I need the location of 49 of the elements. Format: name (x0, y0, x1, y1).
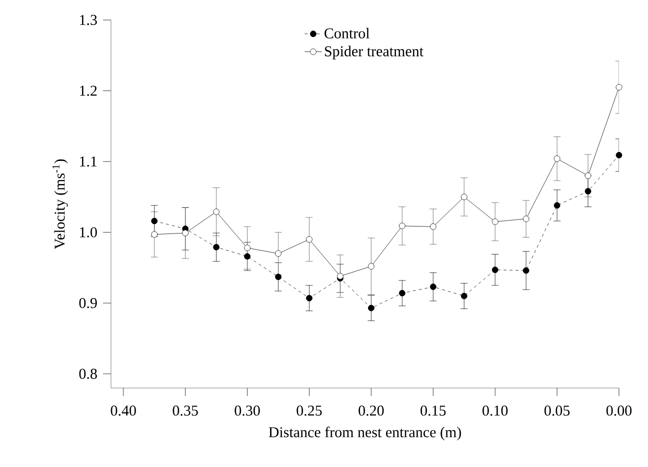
point (398, 290, 406, 296)
point (554, 156, 560, 162)
point (151, 231, 158, 238)
x-axis-title: Distance from nest entrance (m) (268, 426, 461, 440)
y-tick-label: 1.1 (80, 156, 97, 167)
point (584, 188, 592, 194)
point (244, 244, 250, 252)
point (213, 244, 220, 250)
point (460, 292, 468, 300)
x-tick-label: 0.00 (606, 406, 632, 416)
point (368, 263, 374, 270)
x-tick-label: 0.40 (110, 406, 136, 416)
point (616, 84, 622, 90)
x-tick-label: 0.20 (358, 406, 384, 416)
point (398, 222, 406, 230)
point (522, 267, 530, 274)
point (522, 216, 530, 222)
x-tick-label: 0.30 (234, 406, 260, 416)
point (244, 253, 250, 260)
point (213, 208, 220, 215)
y-axis-title: Velocity (ms$^{-1}$) (52, 159, 68, 250)
x-tick-label: 0.05 (544, 406, 570, 416)
x-tick-label: 0.35 (172, 406, 198, 416)
legend-label: Spider treatment (324, 46, 424, 60)
point (337, 272, 344, 280)
point (368, 304, 374, 312)
y-tick-label: 1.2 (80, 86, 97, 96)
y-tick-label: 1.0 (80, 227, 97, 238)
point (492, 218, 498, 225)
x-tick-label: 0.15 (420, 406, 446, 416)
point (460, 194, 468, 200)
legend-label: Control (324, 28, 370, 38)
y-tick-label: 0.9 (79, 298, 97, 308)
point (584, 172, 592, 179)
y-tick-label: 1.3 (80, 14, 97, 26)
point (554, 202, 560, 209)
point (306, 294, 312, 302)
point (616, 152, 622, 158)
point (275, 250, 282, 257)
point (430, 284, 436, 290)
point (492, 266, 498, 274)
point (306, 236, 312, 243)
point (430, 223, 436, 230)
point (182, 230, 189, 236)
x-tick-label: 0.10 (482, 406, 508, 416)
x-tick-label: 0.25 (296, 406, 322, 416)
y-tick-label: 0.8 (79, 368, 97, 379)
point (275, 274, 282, 280)
point (151, 218, 158, 224)
